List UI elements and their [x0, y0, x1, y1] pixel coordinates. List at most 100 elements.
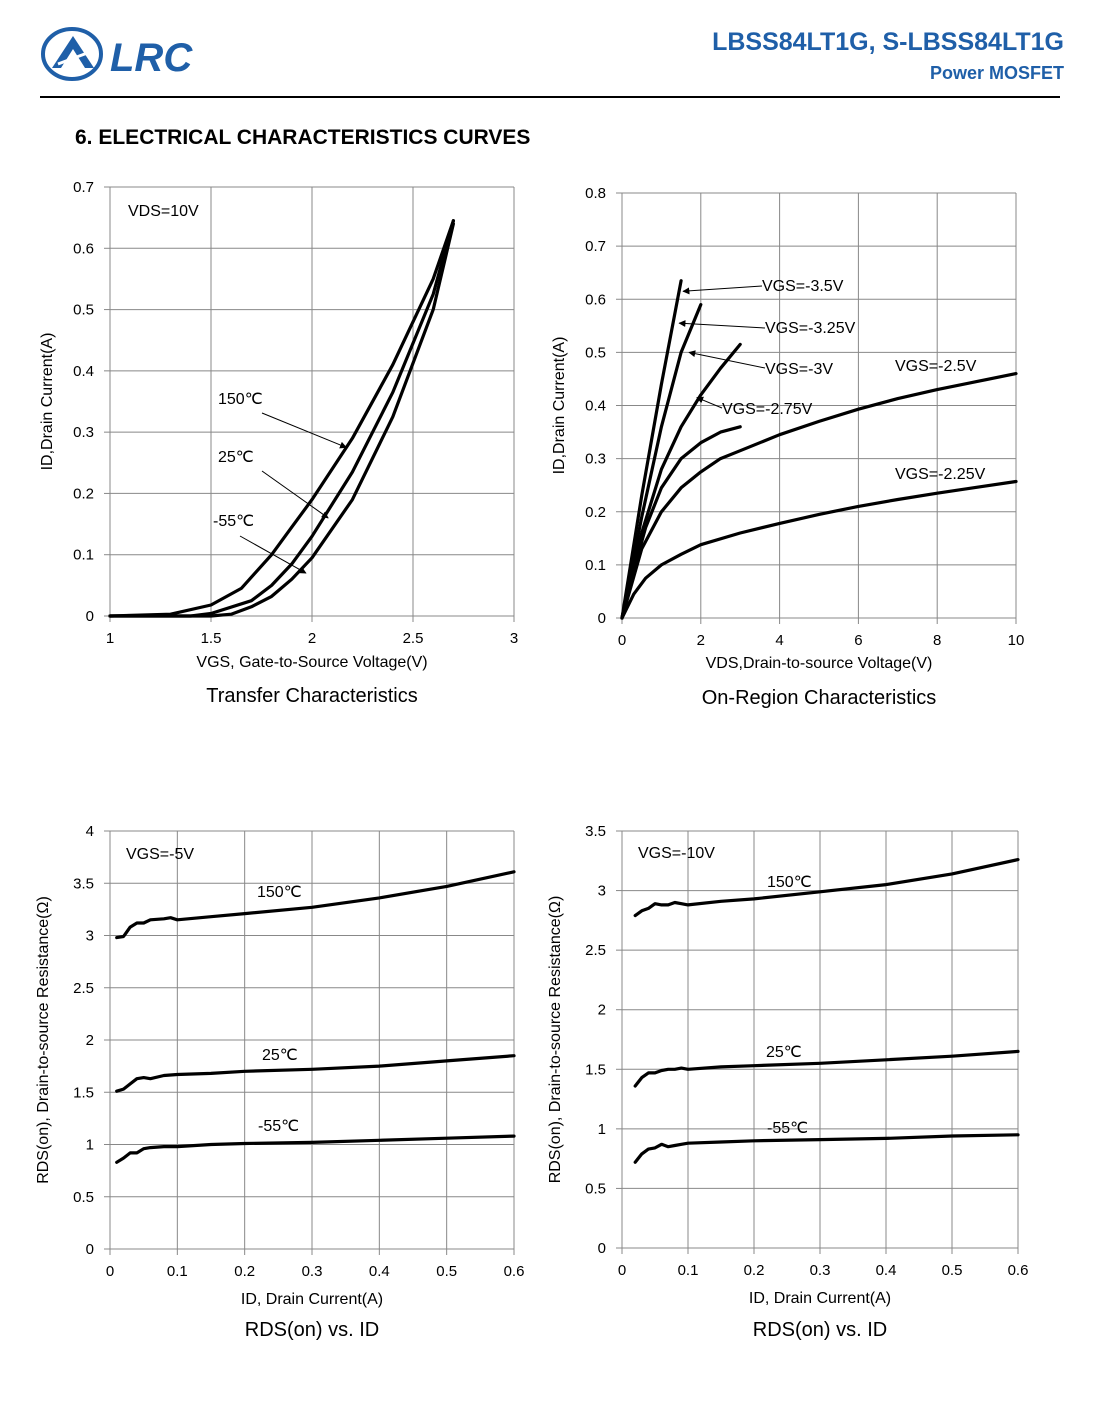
- chart4-x-tick-label: 0.3: [810, 1262, 831, 1279]
- chart2-y-tick-label: 0.7: [585, 238, 606, 255]
- chart4-x-axis-label: ID, Drain Current(A): [749, 1290, 891, 1307]
- chart3-x-tick-label: 0: [106, 1263, 114, 1280]
- chart3-x-tick-label: 0.3: [302, 1263, 323, 1280]
- chart1-series-label: 150℃: [218, 391, 263, 408]
- chart1-x-tick-label: 2.5: [403, 630, 424, 647]
- chart3-series-label: -55℃: [258, 1118, 299, 1135]
- chart3-y-tick-label: 1: [86, 1137, 94, 1154]
- chart4-series-label: 150℃: [767, 874, 812, 891]
- chart4-series-line: [633, 1049, 1020, 1088]
- chart1-series-label: 25℃: [218, 449, 254, 466]
- chart2-series-line: [620, 279, 683, 620]
- chart2-series-arrow: [682, 285, 763, 295]
- chart2-y-tick-label: 0.6: [585, 291, 606, 308]
- chart2-x-tick-label: 2: [697, 632, 705, 649]
- chart4-y-tick-label: 0.5: [585, 1180, 606, 1197]
- chart3-series-label: 150℃: [257, 884, 302, 901]
- chart4-caption: RDS(on) vs. ID: [753, 1319, 887, 1341]
- chart4-series-label: -55℃: [767, 1120, 808, 1137]
- chart3-series-line: [115, 1134, 516, 1164]
- chart2-x-tick-label: 6: [854, 632, 862, 649]
- chart1-y-tick-label: 0: [86, 608, 94, 625]
- chart4-x-tick-label: 0.5: [942, 1262, 963, 1279]
- chart2-y-tick-label: 0.2: [585, 504, 606, 521]
- chart2-y-tick-label: 0.8: [585, 185, 606, 202]
- chart3-x-axis-label: ID, Drain Current(A): [241, 1291, 383, 1308]
- chart4-x-tick-label: 0.6: [1008, 1262, 1029, 1279]
- chart1-series-arrow: [261, 412, 347, 449]
- chart4-x-tick-label: 0: [618, 1262, 626, 1279]
- chart4-series-line: [633, 1133, 1020, 1164]
- chart1-series-line: [108, 222, 455, 618]
- header-divider: [40, 96, 1060, 98]
- chart3-x-tick-label: 0.5: [436, 1263, 457, 1280]
- chart2-caption: On-Region Characteristics: [702, 687, 937, 709]
- chart3-x-tick-label: 0.1: [167, 1263, 188, 1280]
- chart3-y-tick-label: 1.5: [73, 1084, 94, 1101]
- chart4-x-tick-label: 0.4: [876, 1262, 897, 1279]
- chart1-x-axis-label: VGS, Gate-to-Source Voltage(V): [196, 654, 427, 671]
- chart1-y-tick-label: 0.2: [73, 485, 94, 502]
- chart2-series-label: VGS=-3.25V: [765, 320, 856, 337]
- chart2-x-tick-label: 4: [775, 632, 783, 649]
- chart3-y-axis-label: RDS(on), Drain-to-source Resistance(Ω): [35, 896, 52, 1184]
- chart4-y-tick-label: 1: [598, 1121, 606, 1138]
- chart4-series-label: 25℃: [766, 1044, 802, 1061]
- chart4-x-tick-label: 0.2: [744, 1262, 765, 1279]
- chart3-y-tick-label: 3: [86, 928, 94, 945]
- chart3-y-tick-label: 4: [86, 823, 94, 840]
- chart3-y-tick-label: 2: [86, 1032, 94, 1049]
- chart1-x-tick-label: 1: [106, 630, 114, 647]
- chart2-series-arrow: [678, 320, 766, 329]
- chart3-y-tick-label: 3.5: [73, 875, 94, 892]
- chart2-x-tick-label: 8: [933, 632, 941, 649]
- chart1-series-line: [108, 219, 455, 618]
- chart1-series-arrow: [239, 535, 307, 574]
- chart2-series-label: VGS=-3V: [765, 361, 833, 378]
- logo-text: LRC: [110, 36, 193, 80]
- document-title: LBSS84LT1G, S-LBSS84LT1G: [712, 28, 1064, 56]
- chart2-series-label: VGS=-3.5V: [762, 278, 844, 295]
- chart2-series-label: VGS=-2.75V: [722, 401, 813, 418]
- chart4-y-tick-label: 3.5: [585, 823, 606, 840]
- chart1-y-tick-label: 0.3: [73, 424, 94, 441]
- chart3-caption: RDS(on) vs. ID: [245, 1319, 379, 1341]
- chart1-y-tick-label: 0.6: [73, 240, 94, 257]
- chart3-y-tick-label: 0: [86, 1241, 94, 1258]
- chart2-series-line: [620, 479, 1018, 620]
- chart2-series-arrow: [688, 350, 766, 369]
- chart2-series-line: [620, 303, 703, 620]
- chart2-series-line: [620, 425, 742, 620]
- chart1-y-tick-label: 0.1: [73, 547, 94, 564]
- chart2-series-label: VGS=-2.25V: [895, 466, 986, 483]
- chart2-y-tick-label: 0.5: [585, 344, 606, 361]
- chart2-y-tick-label: 0: [598, 610, 606, 627]
- chart1-y-axis-label: ID,Drain Current(A): [39, 333, 56, 471]
- chart1-x-tick-label: 1.5: [201, 630, 222, 647]
- chart3-series-line: [115, 870, 516, 940]
- chart3-x-tick-label: 0.6: [504, 1263, 525, 1280]
- chart1-x-tick-label: 3: [510, 630, 518, 647]
- chart4-y-tick-label: 1.5: [585, 1061, 606, 1078]
- chart3-y-tick-label: 2.5: [73, 980, 94, 997]
- chart1-y-tick-label: 0.4: [73, 363, 94, 380]
- chart1-y-tick-label: 0.7: [73, 179, 94, 196]
- chart2-y-tick-label: 0.1: [585, 557, 606, 574]
- chart1-series-label: -55℃: [213, 513, 254, 530]
- chart1-x-tick-label: 2: [308, 630, 316, 647]
- chart2-x-tick-label: 10: [1008, 632, 1025, 649]
- chart4-y-tick-label: 2: [598, 1002, 606, 1019]
- chart2-y-tick-label: 0.3: [585, 451, 606, 468]
- chart2-y-axis-label: ID,Drain Current(A): [551, 337, 568, 475]
- chart1-series-arrow: [261, 470, 329, 519]
- chart2-series-line: [620, 372, 1018, 620]
- chart2-series-arrow: [696, 396, 723, 409]
- chart2-series-line: [620, 342, 742, 620]
- chart3-y-tick-label: 0.5: [73, 1189, 94, 1206]
- chart2-series-label: VGS=-2.5V: [895, 358, 977, 375]
- chart1-series-line: [108, 219, 455, 618]
- chart3-x-tick-label: 0.4: [369, 1263, 390, 1280]
- chart4-condition-label: VGS=-10V: [638, 845, 715, 862]
- chart4-y-axis-label: RDS(on), Drain-to-source Resistance(Ω): [547, 896, 564, 1184]
